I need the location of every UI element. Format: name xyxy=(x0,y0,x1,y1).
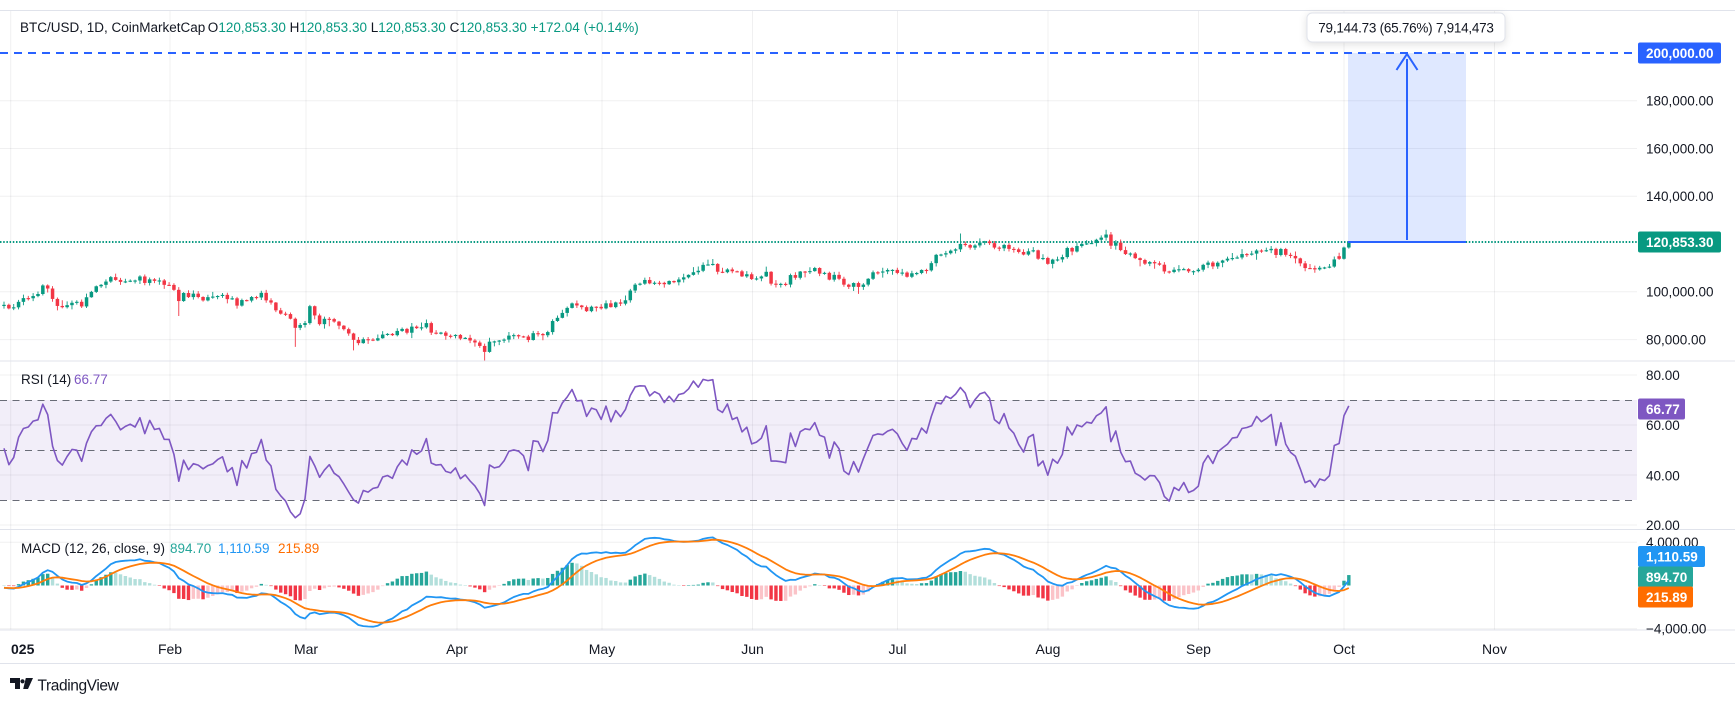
svg-text:894.70: 894.70 xyxy=(1646,570,1687,585)
svg-text:Jul: Jul xyxy=(889,641,907,657)
svg-text:−4,000.00: −4,000.00 xyxy=(1646,622,1706,637)
svg-text:Jun: Jun xyxy=(741,641,764,657)
svg-text:100,000.00: 100,000.00 xyxy=(1646,285,1714,300)
svg-text:160,000.00: 160,000.00 xyxy=(1646,141,1714,156)
svg-text:40.00: 40.00 xyxy=(1646,468,1680,483)
svg-text:Mar: Mar xyxy=(294,641,318,657)
svg-text:Oct: Oct xyxy=(1333,641,1355,657)
svg-text:1,110.59: 1,110.59 xyxy=(218,541,270,556)
svg-text:Nov: Nov xyxy=(1482,641,1507,657)
svg-text:Feb: Feb xyxy=(158,641,182,657)
svg-text:Apr: Apr xyxy=(446,641,468,657)
svg-text:TradingView: TradingView xyxy=(38,678,120,695)
svg-text:215.89: 215.89 xyxy=(278,541,319,556)
svg-text:025: 025 xyxy=(11,641,35,657)
svg-text:66.77: 66.77 xyxy=(74,372,108,387)
svg-text:79,144.73 (65.76%) 7,914,473: 79,144.73 (65.76%) 7,914,473 xyxy=(1318,20,1493,35)
svg-text:80.00: 80.00 xyxy=(1646,368,1680,383)
svg-text:140,000.00: 140,000.00 xyxy=(1646,189,1714,204)
svg-text:BTC/USD, 1D, CoinMarketCap: BTC/USD, 1D, CoinMarketCap xyxy=(20,20,205,35)
svg-text:66.77: 66.77 xyxy=(1646,402,1680,417)
svg-text:60.00: 60.00 xyxy=(1646,418,1680,433)
svg-text:80,000.00: 80,000.00 xyxy=(1646,332,1706,347)
svg-text:Sep: Sep xyxy=(1186,641,1211,657)
svg-text:20.00: 20.00 xyxy=(1646,518,1680,533)
svg-text:200,000.00: 200,000.00 xyxy=(1646,46,1714,61)
svg-text:May: May xyxy=(589,641,615,657)
svg-text:894.70: 894.70 xyxy=(170,541,211,556)
svg-text:Aug: Aug xyxy=(1036,641,1061,657)
svg-text:RSI (14): RSI (14) xyxy=(21,372,71,387)
svg-text:O120,853.30 H120,853.30 L120: O120,853.30 H120,853.30 L120,853.30 C120… xyxy=(208,20,639,35)
svg-text:215.89: 215.89 xyxy=(1646,590,1687,605)
svg-text:MACD (12, 26, close, 9): MACD (12, 26, close, 9) xyxy=(21,541,165,556)
svg-text:1,110.59: 1,110.59 xyxy=(1646,549,1698,564)
svg-text:180,000.00: 180,000.00 xyxy=(1646,94,1714,109)
svg-text:120,853.30: 120,853.30 xyxy=(1646,235,1714,250)
